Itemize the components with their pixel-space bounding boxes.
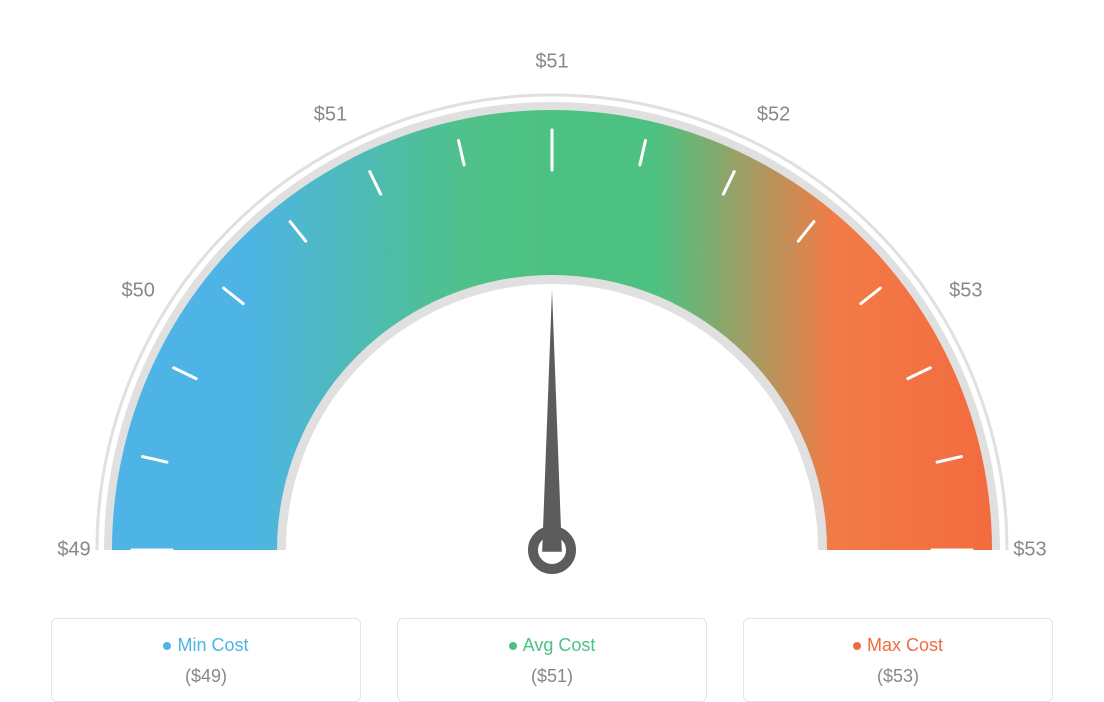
gauge-chart: $49 $50 $51 $51 $52 $53 $53 [20,30,1084,590]
legend-label-avg: Avg Cost [398,635,706,656]
legend: Min Cost ($49) Avg Cost ($51) Max Cost (… [20,618,1084,702]
legend-value-avg: ($51) [398,666,706,687]
svg-text:$50: $50 [121,280,154,302]
legend-box-min: Min Cost ($49) [51,618,361,702]
legend-text-min: Min Cost [177,635,248,655]
legend-value-min: ($49) [52,666,360,687]
legend-text-avg: Avg Cost [523,635,596,655]
legend-dot-max [853,642,861,650]
legend-dot-min [163,642,171,650]
svg-text:$51: $51 [535,50,568,72]
svg-text:$49: $49 [57,538,90,560]
legend-text-max: Max Cost [867,635,943,655]
gauge-container: $49 $50 $51 $51 $52 $53 $53 [20,20,1084,590]
legend-value-max: ($53) [744,666,1052,687]
legend-box-max: Max Cost ($53) [743,618,1053,702]
legend-box-avg: Avg Cost ($51) [397,618,707,702]
svg-text:$53: $53 [949,280,982,302]
svg-text:$53: $53 [1013,538,1046,560]
legend-dot-avg [509,642,517,650]
legend-label-min: Min Cost [52,635,360,656]
svg-text:$52: $52 [757,103,790,125]
legend-label-max: Max Cost [744,635,1052,656]
svg-text:$51: $51 [314,103,347,125]
